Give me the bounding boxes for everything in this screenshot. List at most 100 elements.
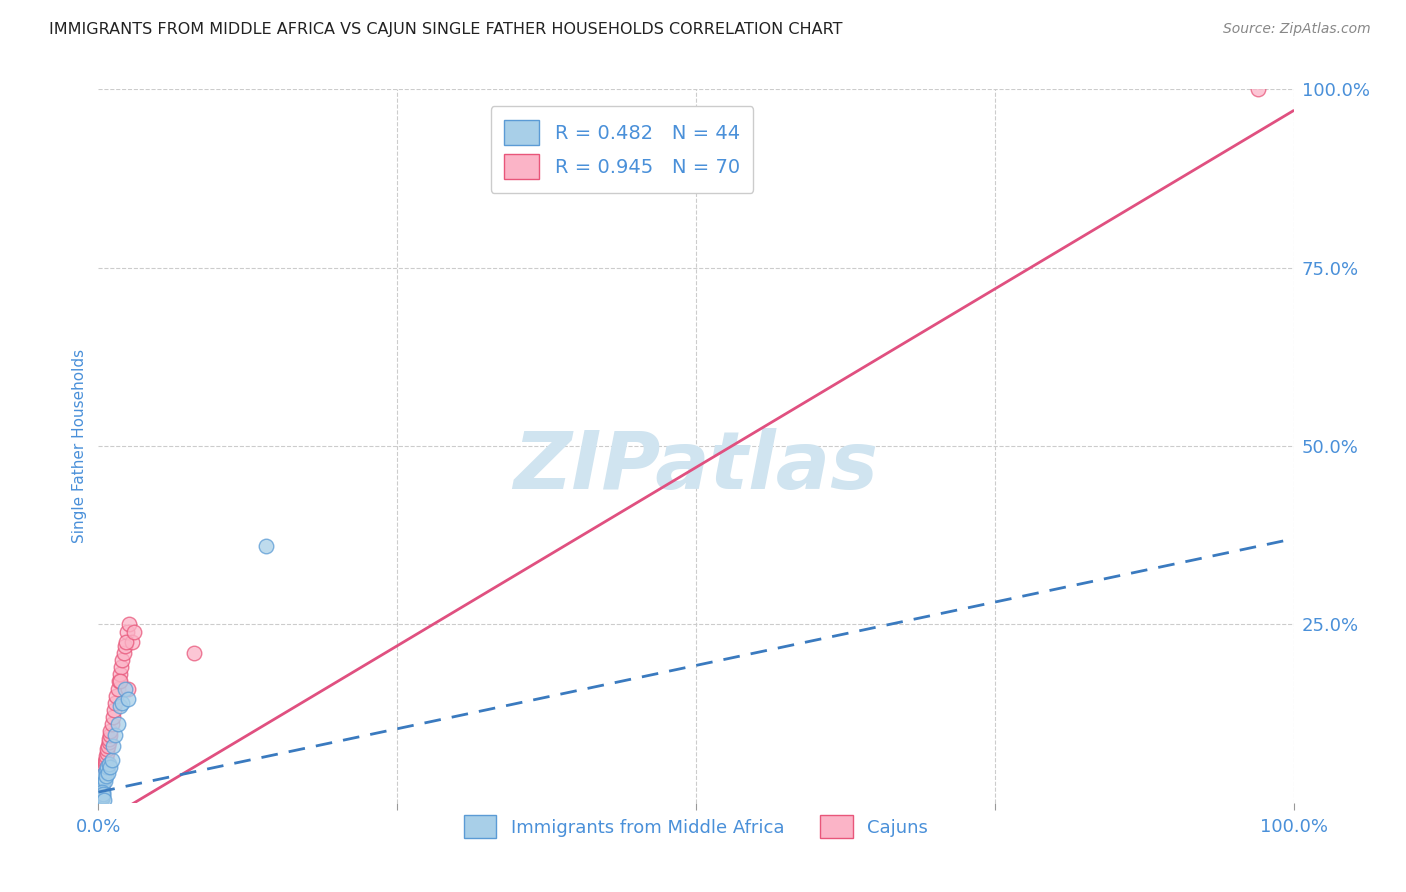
Point [94, 755, 117, 769]
Point [94, 774, 117, 789]
Point [93, 767, 115, 781]
Point [91, 773, 114, 788]
Y-axis label: Single Father Households: Single Father Households [72, 349, 87, 543]
Point [90, 789, 112, 803]
Point [111, 696, 134, 710]
Point [90, 779, 112, 793]
Point [96, 769, 118, 783]
Point [107, 717, 129, 731]
Point [107, 681, 129, 696]
Point [89, 787, 111, 801]
Point [90, 780, 112, 795]
Point [98, 728, 121, 742]
Point [183, 646, 205, 660]
Point [114, 639, 136, 653]
Point [104, 728, 127, 742]
Point [93, 766, 115, 780]
Point [91, 789, 114, 803]
Point [107, 674, 129, 689]
Text: Source: ZipAtlas.com: Source: ZipAtlas.com [1223, 22, 1371, 37]
Point [89, 792, 111, 806]
Point [89, 785, 111, 799]
Point [96, 742, 118, 756]
Point [100, 717, 122, 731]
Point [98, 724, 122, 739]
Point [89, 794, 111, 808]
Point [89, 789, 111, 803]
Point [89, 793, 111, 807]
Point [90, 790, 112, 805]
Point [90, 785, 112, 799]
Point [93, 762, 115, 776]
Point [89, 793, 111, 807]
Point [97, 739, 120, 753]
Point [100, 753, 122, 767]
Point [91, 776, 114, 790]
Point [96, 746, 118, 760]
Point [89, 795, 111, 809]
Point [90, 781, 112, 796]
Point [89, 791, 111, 805]
Point [93, 787, 115, 801]
Point [94, 753, 117, 767]
Point [89, 789, 111, 803]
Point [91, 772, 114, 787]
Point [87, 789, 110, 803]
Point [91, 769, 114, 783]
Point [89, 791, 111, 805]
Point [115, 635, 138, 649]
Point [98, 756, 121, 771]
Point [254, 539, 277, 553]
Point [1247, 82, 1270, 96]
Point [90, 785, 112, 799]
Point [108, 699, 131, 714]
Point [90, 778, 112, 792]
Point [114, 681, 136, 696]
Point [90, 787, 112, 801]
Point [89, 793, 111, 807]
Point [91, 767, 114, 781]
Point [97, 735, 120, 749]
Point [104, 696, 127, 710]
Point [89, 790, 111, 805]
Point [111, 653, 134, 667]
Point [91, 785, 114, 799]
Point [91, 774, 114, 789]
Point [91, 772, 114, 786]
Point [97, 765, 120, 780]
Point [91, 781, 114, 796]
Point [90, 782, 112, 797]
Point [94, 756, 117, 771]
Point [117, 692, 139, 706]
Point [91, 791, 114, 805]
Point [103, 703, 125, 717]
Point [89, 781, 111, 796]
Point [101, 739, 124, 753]
Legend: Immigrants from Middle Africa, Cajuns: Immigrants from Middle Africa, Cajuns [454, 806, 938, 847]
Point [121, 635, 143, 649]
Point [93, 771, 115, 785]
Text: ZIPatlas: ZIPatlas [513, 428, 879, 507]
Point [90, 787, 112, 801]
Point [110, 660, 132, 674]
Point [89, 790, 111, 805]
Point [105, 689, 128, 703]
Point [98, 760, 122, 774]
Point [93, 793, 115, 807]
Point [96, 749, 118, 764]
Point [89, 789, 111, 804]
Point [93, 760, 115, 774]
Point [90, 783, 112, 797]
Point [89, 790, 111, 805]
Point [124, 624, 146, 639]
Point [112, 646, 135, 660]
Point [117, 681, 139, 696]
Point [89, 792, 111, 806]
Point [96, 760, 118, 774]
Point [90, 776, 112, 790]
Point [108, 674, 131, 689]
Point [90, 783, 112, 797]
Point [93, 764, 115, 778]
Point [87, 794, 110, 808]
Point [87, 794, 110, 808]
